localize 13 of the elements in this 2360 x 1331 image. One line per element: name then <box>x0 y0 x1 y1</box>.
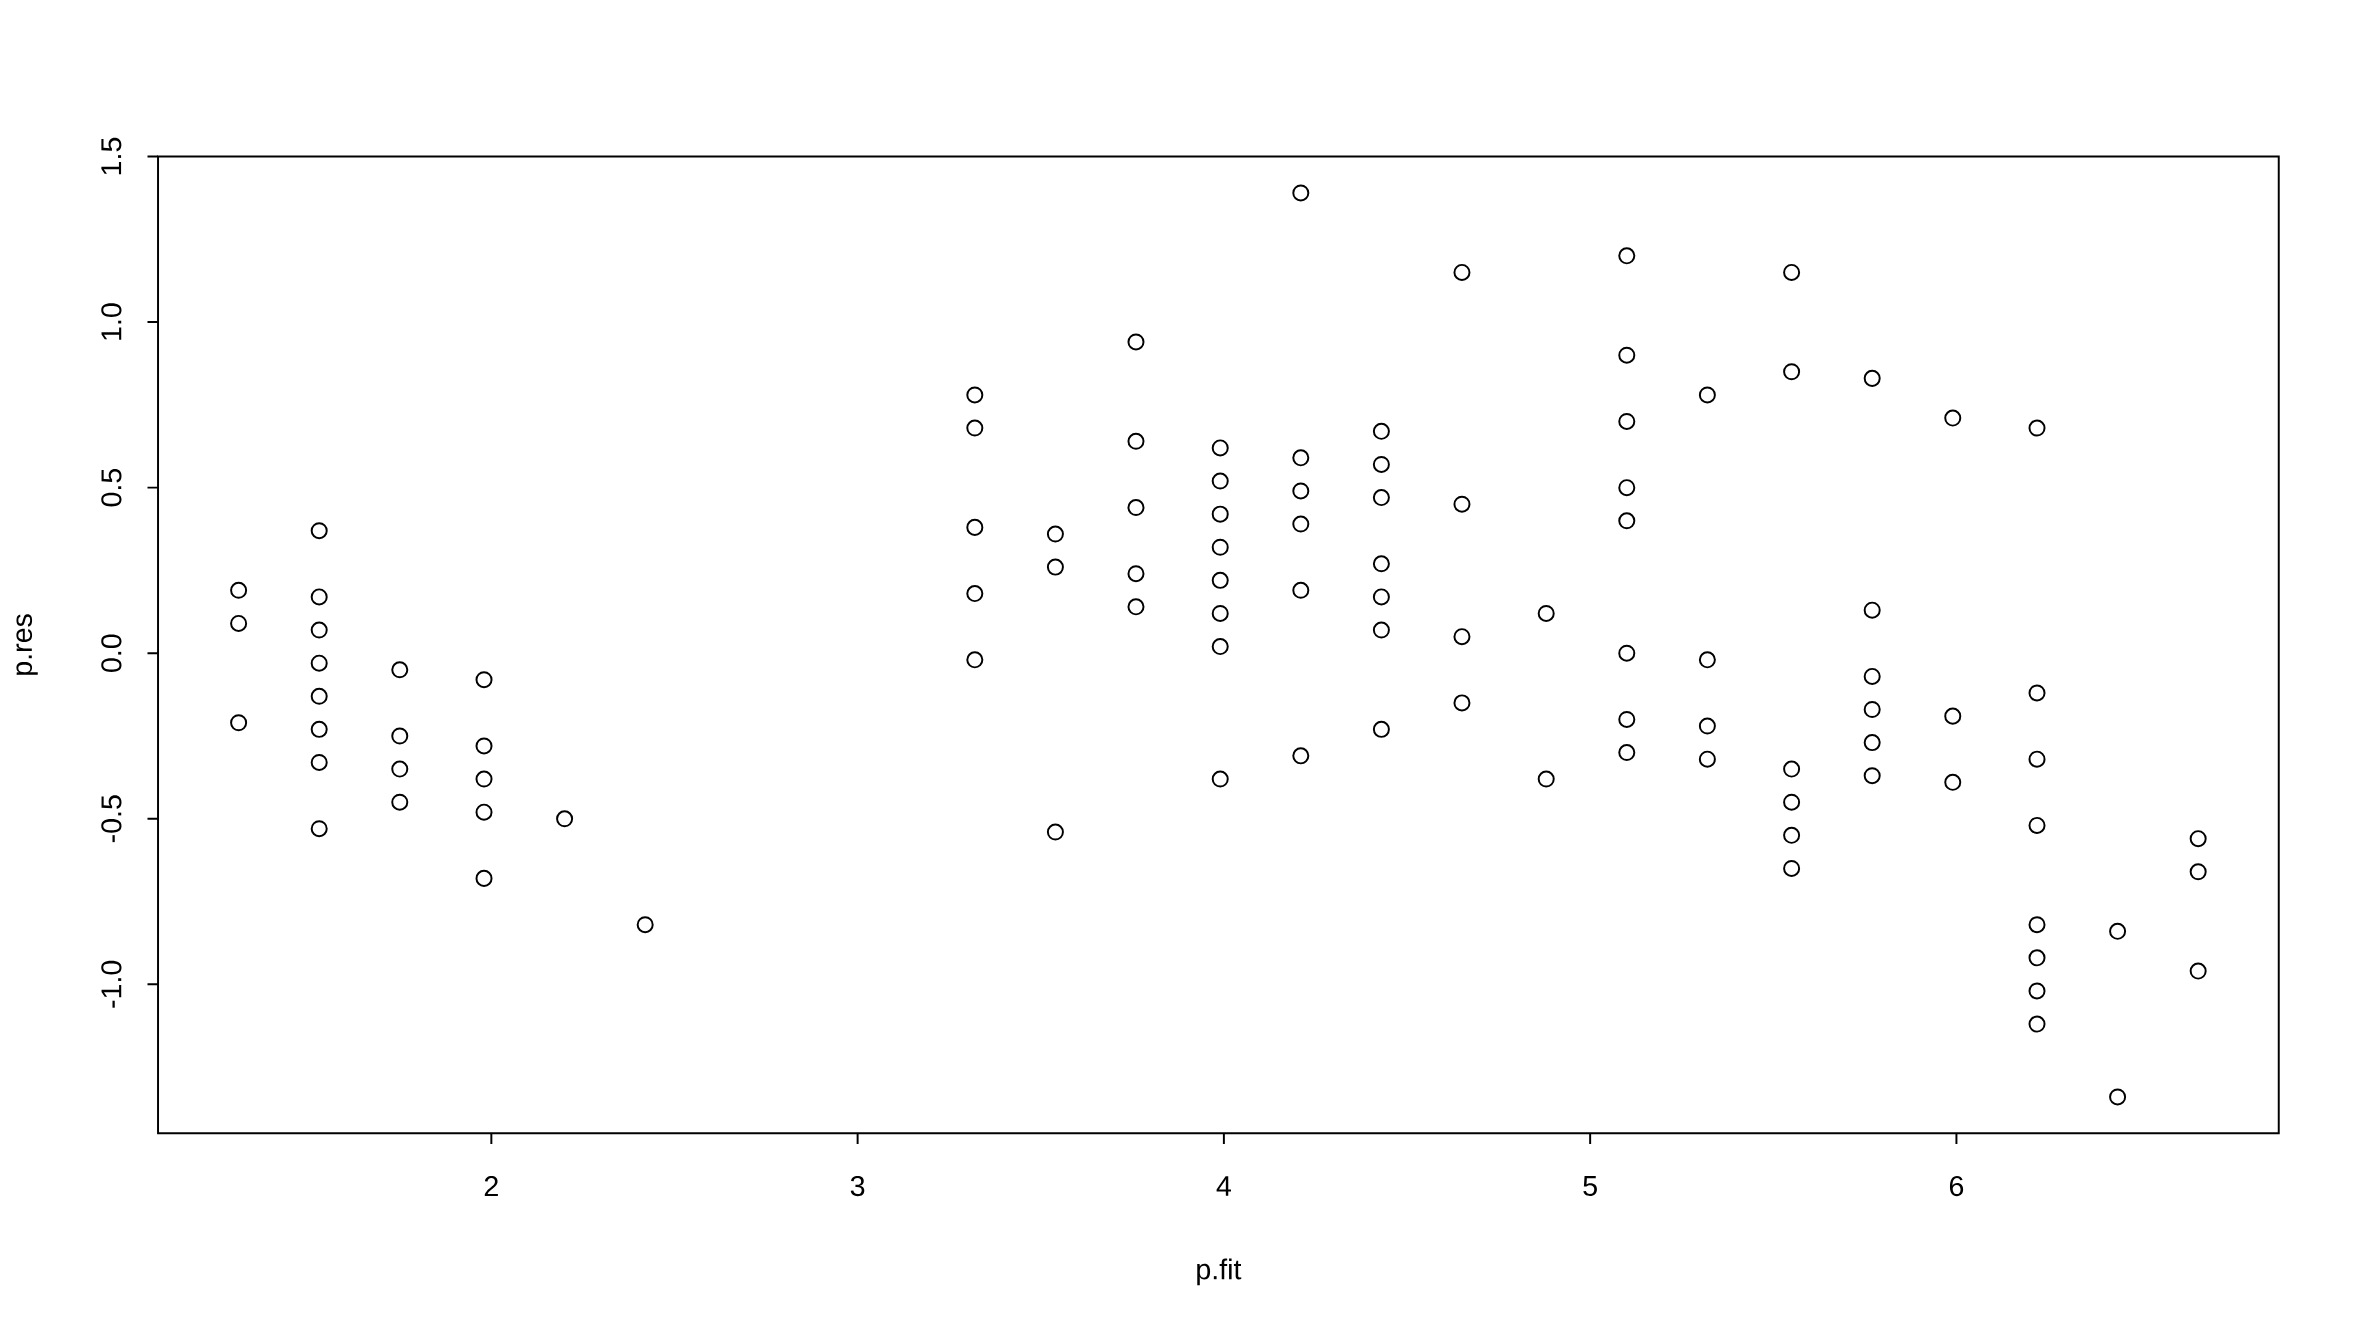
x-axis-title: p.fit <box>1197 1258 1242 1286</box>
x-tick-label: 4 <box>1216 1176 1231 1197</box>
y-tick-label: -1.0 <box>101 961 122 1008</box>
x-tick-label: 5 <box>1583 1176 1597 1197</box>
x-tick-label: 6 <box>1949 1176 1964 1197</box>
y-axis-title: p.res <box>16 614 38 676</box>
x-tick-label: 3 <box>850 1176 865 1197</box>
y-tick-label: 0.5 <box>101 469 122 507</box>
y-tick-label: 0.0 <box>101 634 122 673</box>
x-tick-label: 2 <box>484 1176 498 1197</box>
y-tick-label: 1.0 <box>101 303 122 341</box>
y-tick-label: -0.5 <box>101 795 122 843</box>
y-tick-label: 1.5 <box>101 138 122 175</box>
